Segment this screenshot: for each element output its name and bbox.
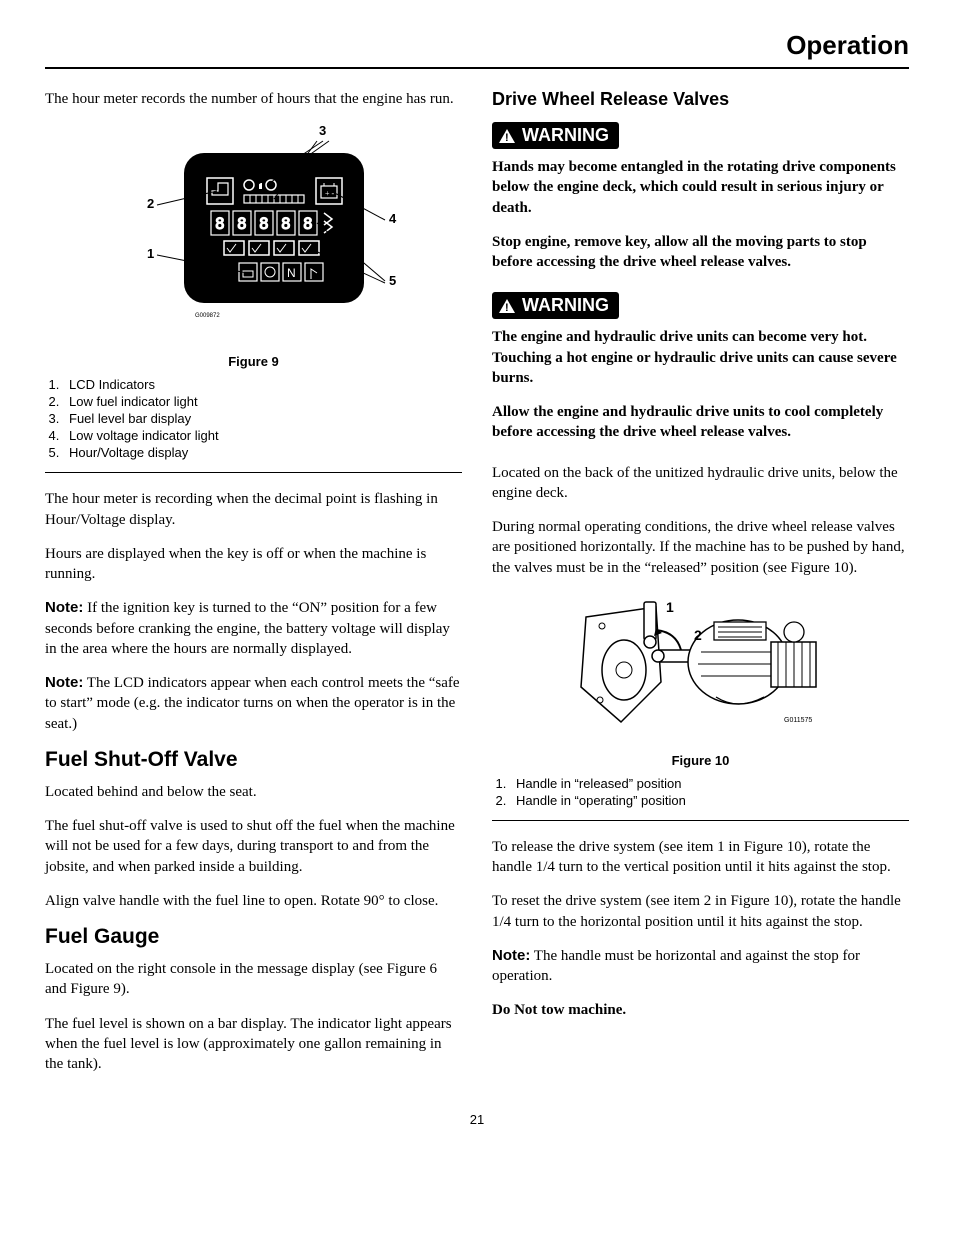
intro-text: The hour meter records the number of hou…	[45, 89, 462, 109]
legend-item: Handle in “operating” position	[510, 793, 909, 808]
left-column: The hour meter records the number of hou…	[45, 89, 462, 1088]
figure-9-caption: Figure 9	[45, 354, 462, 369]
fig9-label-3: 3	[319, 123, 326, 138]
warning-block-2: ! WARNING The engine and hydraulic drive…	[492, 292, 909, 442]
drive-wheel-heading: Drive Wheel Release Valves	[492, 89, 909, 110]
figure-9-svg: 3	[99, 123, 409, 343]
svg-text:1: 1	[666, 599, 674, 615]
body-text: The fuel shut-off valve is used to shut …	[45, 816, 462, 877]
svg-text:8: 8	[215, 214, 225, 233]
right-column: Drive Wheel Release Valves ! WARNING Han…	[492, 89, 909, 1088]
warning-badge: ! WARNING	[492, 122, 619, 149]
warning-triangle-icon: !	[498, 298, 516, 314]
note-label: Note:	[492, 947, 530, 964]
warning-text: The engine and hydraulic drive units can…	[492, 327, 909, 388]
note-label: Note:	[45, 599, 83, 616]
svg-text:G009872: G009872	[195, 313, 220, 319]
svg-text:4: 4	[389, 211, 397, 226]
warning-text: Stop engine, remove key, allow all the m…	[492, 232, 909, 273]
warning-text: Hands may become entangled in the rotati…	[492, 157, 909, 218]
svg-text:!: !	[505, 132, 509, 144]
svg-text:+ -: + -	[325, 189, 335, 198]
figure-10-svg: 1 2 G011575	[566, 592, 836, 742]
body-text: During normal operating conditions, the …	[492, 517, 909, 578]
svg-text:8: 8	[259, 214, 269, 233]
page-header: Operation	[45, 30, 909, 69]
svg-text:8: 8	[281, 214, 291, 233]
svg-text:8: 8	[237, 214, 247, 233]
content-columns: The hour meter records the number of hou…	[45, 89, 909, 1088]
body-text: The fuel level is shown on a bar display…	[45, 1014, 462, 1075]
page-title: Operation	[45, 30, 909, 61]
body-text: The hour meter is recording when the dec…	[45, 489, 462, 530]
legend-item: Low fuel indicator light	[63, 394, 462, 409]
warning-text: Allow the engine and hydraulic drive uni…	[492, 402, 909, 443]
figure-10-legend: Handle in “released” position Handle in …	[492, 776, 909, 808]
svg-text:!: !	[505, 302, 509, 314]
body-text: Hours are displayed when the key is off …	[45, 544, 462, 585]
svg-text:G011575: G011575	[784, 717, 812, 724]
figure-10: 1 2 G011575	[492, 592, 909, 747]
note-3: Note: The handle must be horizontal and …	[492, 946, 909, 987]
body-text: Located behind and below the seat.	[45, 782, 462, 802]
legend-item: Low voltage indicator light	[63, 428, 462, 443]
svg-text:5: 5	[389, 273, 396, 288]
note-label: Note:	[45, 674, 83, 691]
note-text: The LCD indicators appear when each cont…	[45, 675, 460, 732]
legend-item: Hour/Voltage display	[63, 445, 462, 460]
legend-item: LCD Indicators	[63, 377, 462, 392]
legend-item: Fuel level bar display	[63, 411, 462, 426]
body-text: Located on the right console in the mess…	[45, 959, 462, 1000]
note-text: The handle must be horizontal and agains…	[492, 948, 860, 984]
warning-badge: ! WARNING	[492, 292, 619, 319]
page-number: 21	[45, 1112, 909, 1127]
fuel-shutoff-heading: Fuel Shut-Off Valve	[45, 748, 462, 772]
body-text: To reset the drive system (see item 2 in…	[492, 891, 909, 932]
note-text: If the ignition key is turned to the “ON…	[45, 600, 450, 657]
figure-9-legend: LCD Indicators Low fuel indicator light …	[45, 377, 462, 460]
note-1: Note: If the ignition key is turned to t…	[45, 598, 462, 659]
svg-text:2: 2	[147, 196, 154, 211]
legend-item: Handle in “released” position	[510, 776, 909, 791]
body-text: Align valve handle with the fuel line to…	[45, 891, 462, 911]
warning-triangle-icon: !	[498, 128, 516, 144]
svg-text:N: N	[287, 266, 296, 280]
svg-text:8: 8	[303, 214, 313, 233]
body-text: Located on the back of the unitized hydr…	[492, 463, 909, 504]
svg-text:2: 2	[694, 627, 702, 643]
warning-label: WARNING	[522, 295, 609, 316]
fuel-gauge-heading: Fuel Gauge	[45, 925, 462, 949]
body-text: To release the drive system (see item 1 …	[492, 837, 909, 878]
note-2: Note: The LCD indicators appear when eac…	[45, 673, 462, 734]
figure-10-caption: Figure 10	[492, 753, 909, 768]
figure-9: 3	[45, 123, 462, 348]
warning-block-1: ! WARNING Hands may become entangled in …	[492, 122, 909, 272]
svg-text:1: 1	[147, 246, 154, 261]
separator	[492, 820, 909, 821]
warning-label: WARNING	[522, 125, 609, 146]
separator	[45, 472, 462, 473]
do-not-tow: Do Not tow machine.	[492, 1000, 909, 1020]
